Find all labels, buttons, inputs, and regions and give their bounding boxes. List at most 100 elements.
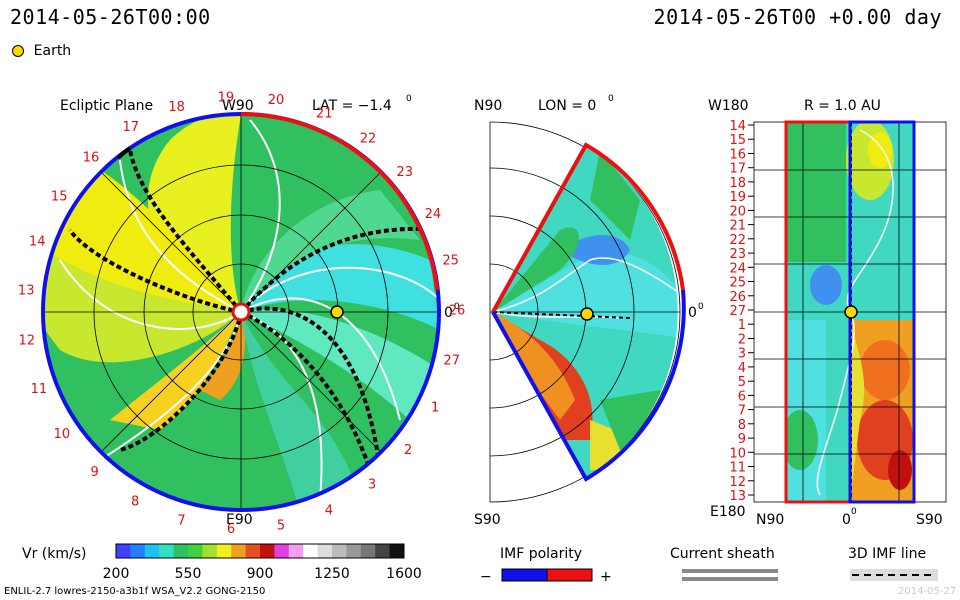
carrington-label: 6 (227, 522, 235, 537)
meridional-right-label: 0 (688, 305, 697, 321)
earth-marker-meridional (580, 307, 594, 321)
radial-row-label: 14 (729, 119, 746, 134)
carrington-label: 22 (360, 131, 377, 146)
colorbar-cell (317, 544, 333, 558)
carrington-label: 27 (443, 353, 460, 368)
radial-row-label: 15 (729, 133, 746, 148)
radial-row-label: 26 (729, 290, 746, 305)
colorbar-cell (375, 544, 391, 558)
meridional-positive-edge (491, 142, 685, 313)
radial-row-label: 10 (729, 446, 746, 461)
radial-row-label: 16 (729, 148, 746, 163)
radial-row-label: 6 (738, 389, 746, 404)
current-sheath-title: Current sheath (670, 546, 775, 562)
carrington-label: 13 (18, 283, 35, 298)
radial-bottom-n90: N90 (756, 512, 784, 528)
carrington-label: 18 (168, 100, 185, 115)
radial-row-label: 21 (729, 219, 746, 234)
radial-row-label: 17 (729, 162, 746, 177)
ecliptic-field (43, 114, 439, 510)
radial-row-label: 9 (738, 432, 746, 447)
imf3d-title: 3D IMF line (848, 546, 926, 562)
colorbar-cell (360, 544, 376, 558)
radial-row-label: 8 (738, 418, 746, 433)
colorbar-tick-label: 900 (247, 566, 274, 582)
right-timestamp: 2014-05-26T00 +0.00 day (653, 5, 942, 29)
radial-top-left: W180 (708, 98, 749, 114)
earth-marker-radial (844, 305, 858, 319)
meridional-degree-mark: 0 (698, 302, 704, 312)
radial-row-label: 24 (729, 261, 746, 276)
radial-bottom-zero: 0 (842, 512, 851, 528)
footer-date: 2014-05-27 (898, 586, 957, 597)
ecliptic-bottom-label: E90 (226, 512, 253, 528)
colorbar-cell (130, 544, 146, 558)
carrington-label: 17 (123, 120, 140, 135)
colorbar-cell (303, 544, 319, 558)
radial-row-label: 13 (729, 489, 746, 504)
carrington-label: 9 (90, 465, 98, 480)
carrington-label: 20 (268, 93, 285, 108)
radial-row-label: 18 (729, 176, 746, 191)
meridional-top-label: N90 (474, 98, 502, 114)
model-info: ENLIL-2.7 lowres-2150-a3b1f WSA_V2.2 GON… (4, 586, 266, 597)
colorbar-cell (288, 544, 304, 558)
imf-plus-label: + (600, 569, 612, 585)
earth-marker-icon (12, 44, 24, 57)
radial-row-label: 20 (729, 204, 746, 219)
radial-row-label: 25 (729, 276, 746, 291)
radial-degree-mark: 0 (851, 507, 857, 517)
carrington-label: 23 (397, 165, 414, 180)
imf3d-legend: 3D IMF line (848, 546, 938, 581)
radial-row-label: 3 (738, 347, 746, 362)
colorbar: Vr (km/s) 200 550 900 1250 1600 (22, 543, 422, 582)
left-timestamp: 2014-05-26T00:00 (10, 5, 211, 29)
colorbar-label: Vr (km/s) (22, 546, 86, 562)
carrington-label: 5 (277, 518, 285, 533)
radial-row-label: 23 (729, 247, 746, 262)
imf-minus-label: − (480, 569, 492, 585)
carrington-label: 4 (325, 503, 333, 518)
sun-inner-boundary (231, 302, 251, 322)
carrington-label: 3 (368, 478, 376, 493)
carrington-label: 19 (218, 91, 235, 106)
ecliptic-panel: Ecliptic Plane W90 LAT = −1.4 0 E90 0 0 (18, 91, 465, 537)
carrington-label: 7 (177, 514, 185, 529)
colorbar-tick-label: 1250 (314, 566, 350, 582)
radial-row-label: 7 (738, 404, 746, 419)
colorbar-cell (231, 544, 247, 558)
meridional-negative-edge (491, 289, 686, 482)
colorbar-cell (245, 544, 261, 558)
carrington-label: 12 (19, 334, 36, 349)
colorbar-tick-label: 550 (175, 566, 202, 582)
lon-label: LON = 0 (538, 98, 596, 114)
ecliptic-title: Ecliptic Plane (60, 98, 153, 114)
colorbar-cell (173, 544, 189, 558)
imf-positive-swatch (546, 568, 593, 582)
radial-row-label: 12 (729, 475, 746, 490)
colorbar-cell (274, 544, 290, 558)
carrington-label: 21 (316, 107, 333, 122)
meridional-panel: N90 LON = 0 0 S90 0 0 (474, 94, 704, 528)
imf-polarity-legend: IMF polarity − + (480, 546, 612, 585)
carrington-label: 25 (442, 254, 459, 269)
radial-row-label: 1 (738, 318, 746, 333)
colorbar-tick-label: 200 (103, 566, 130, 582)
earth-legend: Earth (12, 40, 71, 59)
sheath-swatch-top (682, 569, 778, 573)
colorbar-cell (144, 544, 160, 558)
lat-label: LAT = −1.4 (312, 98, 392, 114)
carrington-label: 8 (131, 494, 139, 509)
ecliptic-top-label: W90 (222, 98, 254, 114)
sheath-swatch-bottom (682, 577, 778, 581)
colorbar-cell (216, 544, 232, 558)
lat-degree-mark: 0 (406, 94, 412, 104)
colorbar-cell (260, 544, 275, 558)
imf-polarity-title: IMF polarity (500, 546, 582, 562)
colorbar-cell (202, 544, 218, 558)
carrington-label: 2 (404, 443, 412, 458)
radial-row-label: 22 (729, 233, 746, 248)
earth-legend-label: Earth (33, 43, 72, 59)
